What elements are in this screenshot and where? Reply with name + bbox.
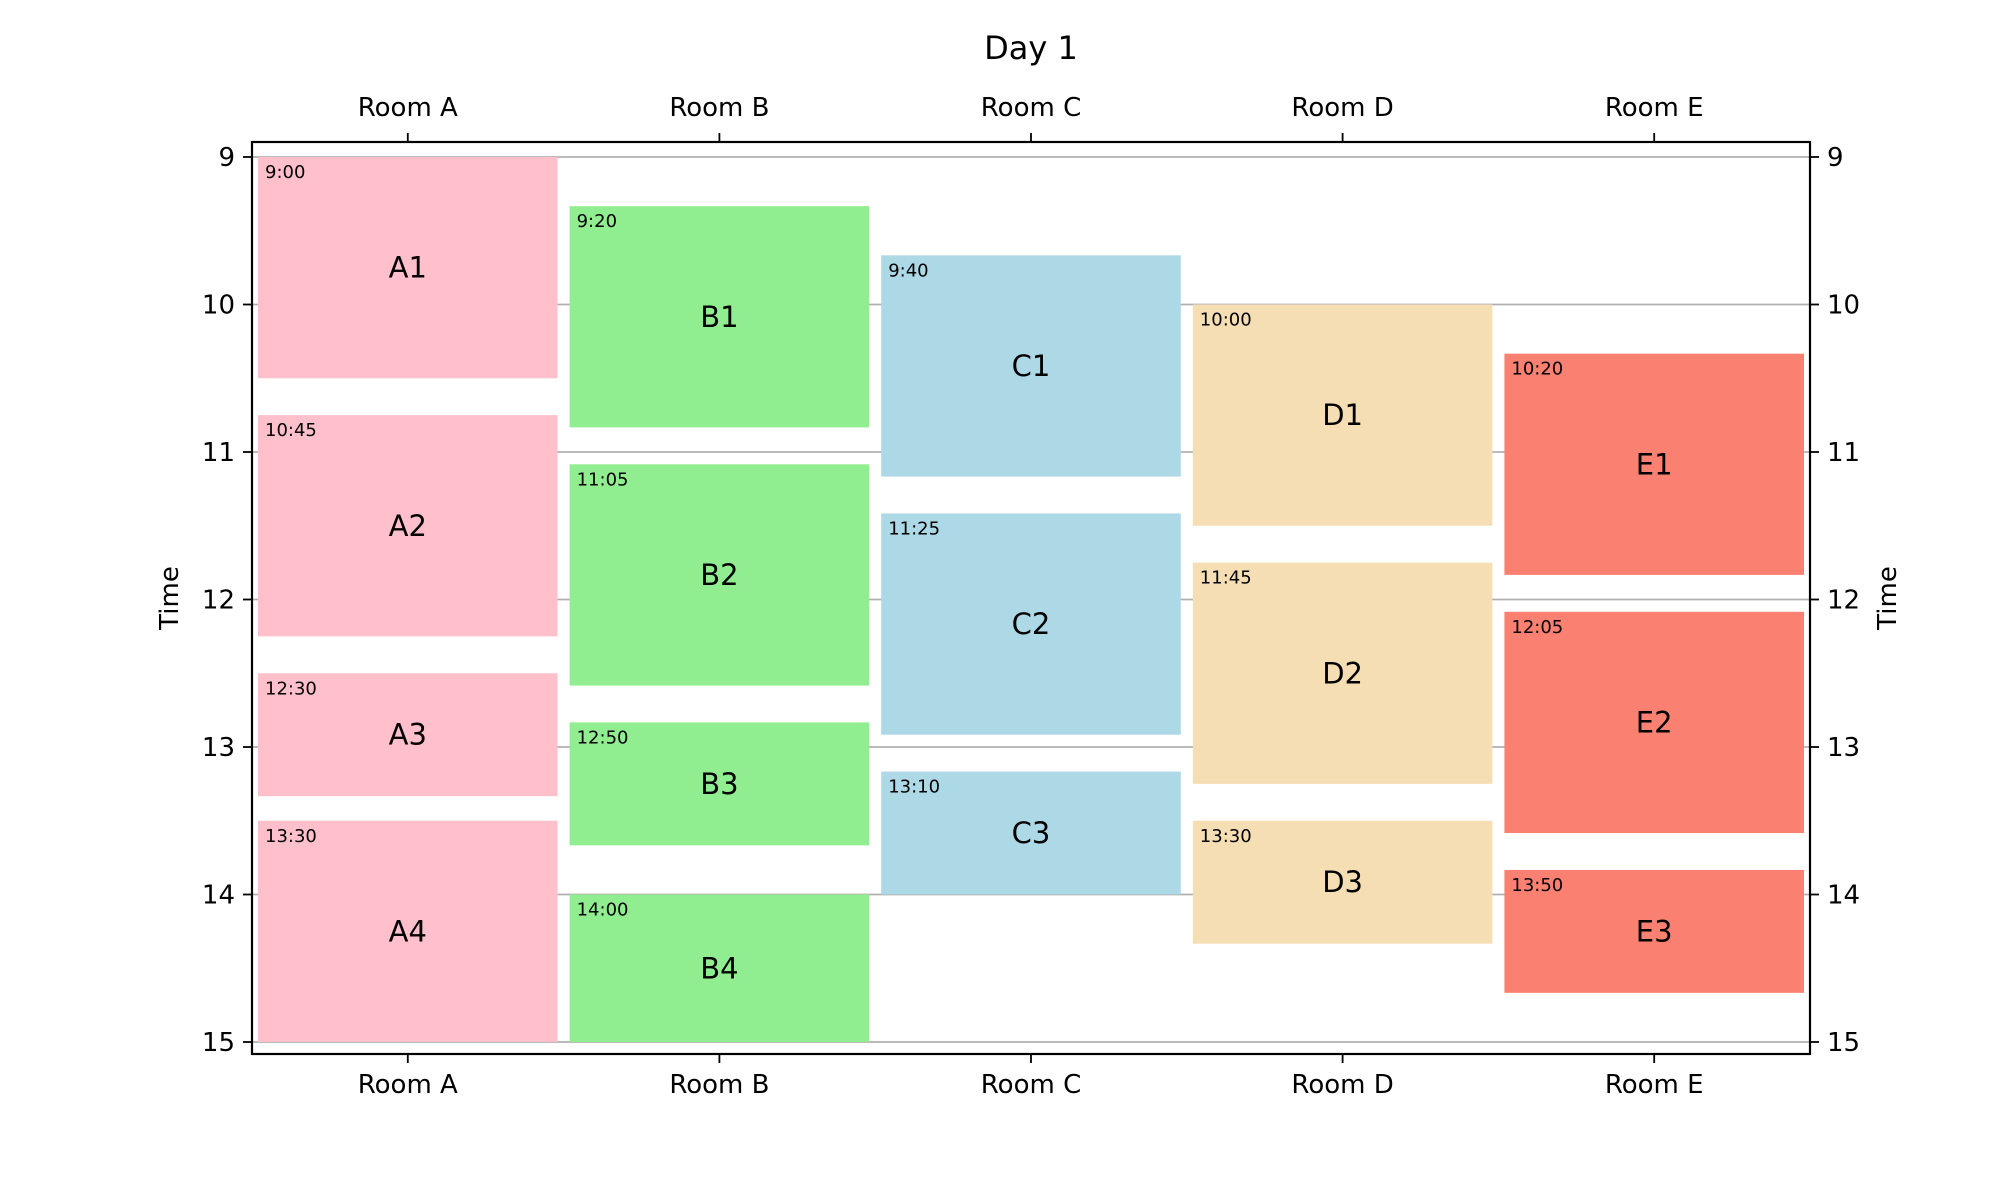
event-d3-start-time: 13:30 [1200,826,1252,847]
hour-label-left-11: 11 [202,438,235,468]
hour-label-right-14: 14 [1827,881,1860,911]
event-b2-label: B2 [700,558,738,592]
event-c2-block [881,513,1181,735]
event-b1-start-time: 9:20 [577,211,617,232]
room-label-bottom-room-b: Room B [669,1070,769,1100]
event-a4-label: A4 [389,914,427,948]
y-axis-label-right: Time [1873,566,1903,631]
event-b4-start-time: 14:00 [577,900,629,921]
hour-label-right-10: 10 [1827,291,1860,321]
hour-label-right-13: 13 [1827,733,1860,763]
room-label-bottom-room-e: Room E [1605,1070,1704,1100]
event-a1-start-time: 9:00 [265,162,305,183]
y-axis-label-left: Time [155,566,185,631]
event-b4-block [569,894,870,1042]
event-d1-block [1192,304,1493,526]
event-a3-label: A3 [389,718,427,752]
event-a2-block [258,415,558,637]
event-a1-label: A1 [389,251,427,285]
event-c1-label: C1 [1012,349,1051,383]
event-b4-label: B4 [700,951,738,985]
event-a3-block [258,673,558,797]
event-b3-start-time: 12:50 [577,727,629,748]
room-label-bottom-room-c: Room C [981,1070,1081,1100]
room-label-bottom-room-a: Room A [358,1070,458,1100]
hour-label-right-12: 12 [1827,586,1860,616]
event-e2-label: E2 [1636,705,1673,739]
event-c1-start-time: 9:40 [888,260,928,281]
event-d1-label: D1 [1322,398,1363,432]
event-d2-block [1192,562,1493,784]
event-b1-label: B1 [700,300,738,334]
event-a3-start-time: 12:30 [265,678,317,699]
event-blocks: 9:00 A1 10:45 A2 12:30 A3 13:30 A4 9:20 B1 11:05 B2… [258,157,1804,1042]
event-b1-block [569,206,870,428]
event-c1-block [881,255,1181,477]
event-c2-label: C2 [1012,607,1051,641]
event-a4-block [258,820,558,1042]
event-b2-start-time: 11:05 [577,469,629,490]
event-e3-block [1504,869,1804,993]
event-a2-label: A2 [389,509,427,543]
hour-label-right-15: 15 [1827,1028,1860,1058]
hour-label-right-9: 9 [1827,143,1844,173]
event-d2-label: D2 [1322,656,1363,690]
chart-title: Day 1 [984,29,1078,67]
event-e1-block [1504,353,1804,575]
event-c3-block [881,771,1181,895]
axis-ticks: 9 9 10 10 11 11 12 12 13 13 14 14 15 15 Room A Room A Ro… [202,93,1860,1100]
event-e2-start-time: 12:05 [1511,617,1563,638]
room-label-bottom-room-d: Room D [1291,1070,1393,1100]
event-e3-start-time: 13:50 [1511,875,1563,896]
event-a1-block [258,157,558,379]
hour-label-left-14: 14 [202,881,235,911]
event-d1-start-time: 10:00 [1200,310,1252,331]
event-b3-label: B3 [700,767,738,801]
event-e2-block [1504,611,1804,834]
event-d3-block [1192,820,1493,944]
room-label-top-room-a: Room A [358,93,458,123]
hour-label-left-13: 13 [202,733,235,763]
hour-label-right-11: 11 [1827,438,1860,468]
event-a4-start-time: 13:30 [265,826,317,847]
event-d2-start-time: 11:45 [1200,568,1252,589]
event-c3-label: C3 [1012,816,1051,850]
room-label-top-room-d: Room D [1291,93,1393,123]
room-label-top-room-c: Room C [981,93,1081,123]
hour-label-left-12: 12 [202,586,235,616]
event-c3-start-time: 13:10 [888,777,940,798]
event-d3-label: D3 [1322,865,1363,899]
hour-label-left-10: 10 [202,291,235,321]
event-e1-label: E1 [1636,447,1673,481]
event-c2-start-time: 11:25 [888,518,940,539]
event-e1-start-time: 10:20 [1511,359,1563,380]
room-label-top-room-e: Room E [1605,93,1704,123]
event-a2-start-time: 10:45 [265,420,317,441]
hour-label-left-15: 15 [202,1028,235,1058]
event-e3-label: E3 [1636,914,1673,948]
hour-label-left-9: 9 [218,143,235,173]
event-b3-block [569,722,870,846]
event-b2-block [569,464,870,686]
room-label-top-room-b: Room B [669,93,769,123]
